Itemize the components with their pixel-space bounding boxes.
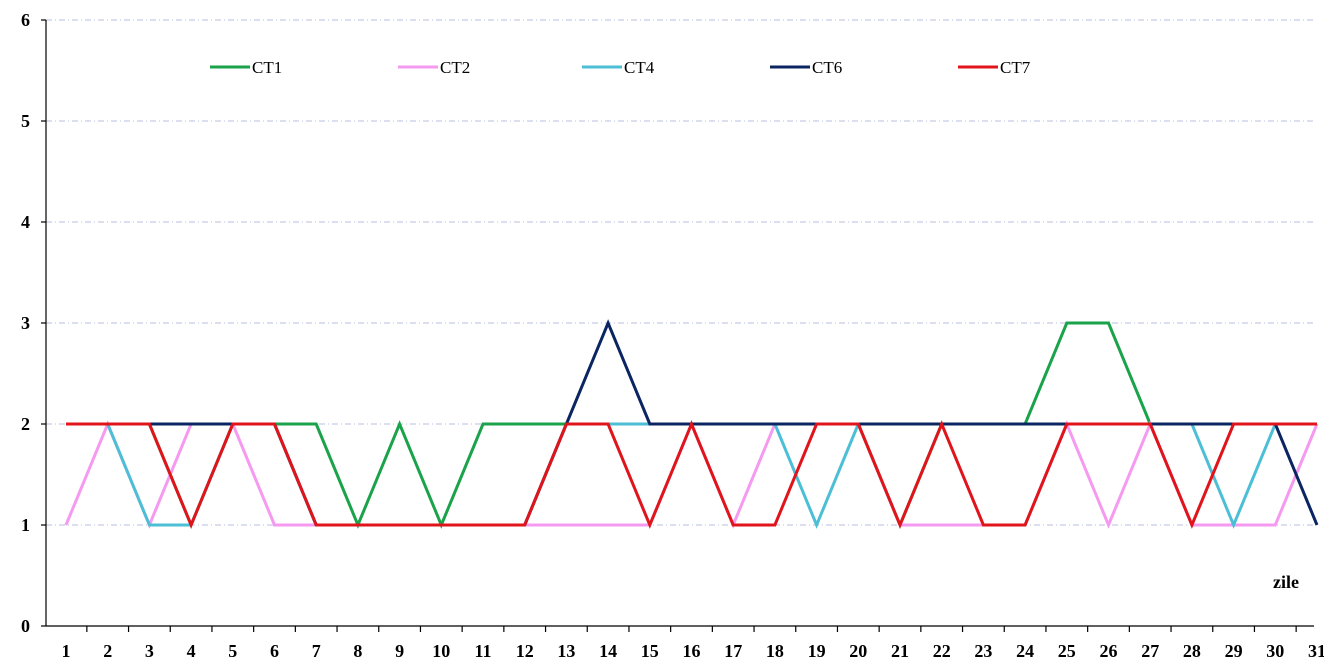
x-tick-label: 16 [683, 641, 701, 661]
x-tick-label: 20 [849, 641, 867, 661]
y-tick-label: 4 [21, 212, 30, 232]
y-ticks: 0 1 2 3 4 5 6 [21, 10, 46, 636]
x-tick-label: 26 [1100, 641, 1118, 661]
series-line-ct7 [66, 420, 1317, 529]
y-tick-label: 0 [21, 616, 30, 636]
x-tick-label: 19 [808, 641, 826, 661]
x-tick-label: 4 [187, 641, 196, 661]
x-tick-label: 2 [103, 641, 112, 661]
series-line-ct2 [64, 420, 1319, 529]
x-axis-label: zile [1273, 572, 1299, 592]
x-tick-label: 30 [1266, 641, 1284, 661]
x-tick-label: 18 [766, 641, 784, 661]
x-tick-label: 21 [891, 641, 909, 661]
legend-label-ct2: CT2 [440, 58, 470, 77]
y-tick-label: 3 [21, 313, 30, 333]
x-tick-label: 15 [641, 641, 659, 661]
series-lines [64, 319, 1319, 529]
y-tick-label: 5 [21, 111, 30, 131]
y-tick-label: 2 [21, 414, 30, 434]
x-tick-label: 29 [1225, 641, 1243, 661]
x-tick-label: 6 [270, 641, 279, 661]
x-tick-label: 13 [557, 641, 575, 661]
legend-label-ct7: CT7 [1000, 58, 1031, 77]
legend-label-ct6: CT6 [812, 58, 842, 77]
legend: CT1 CT2 CT4 CT6 CT7 [210, 58, 1031, 77]
x-tick-label: 31 [1308, 641, 1324, 661]
y-tick-label: 1 [21, 515, 30, 535]
x-tick-label: 3 [145, 641, 154, 661]
x-tick-label: 7 [312, 641, 321, 661]
legend-label-ct4: CT4 [624, 58, 655, 77]
x-tick-label: 10 [432, 641, 450, 661]
x-tick-label: 24 [1016, 641, 1034, 661]
x-tick-label: 22 [933, 641, 951, 661]
x-ticks: 1 2 3 4 5 6 7 8 9 10 11 12 13 14 15 16 17 18 19 20 21 22 23 24 2… [62, 626, 1324, 661]
x-tick-label: 1 [62, 641, 71, 661]
y-tick-label: 6 [21, 10, 30, 30]
x-tick-label: 27 [1141, 641, 1159, 661]
x-tick-label: 28 [1183, 641, 1201, 661]
x-tick-label: 14 [599, 641, 617, 661]
x-tick-label: 17 [724, 641, 742, 661]
x-tick-label: 25 [1058, 641, 1076, 661]
x-tick-label: 23 [974, 641, 992, 661]
x-tick-label: 9 [395, 641, 404, 661]
x-tick-label: 11 [474, 641, 491, 661]
x-tick-label: 8 [353, 641, 362, 661]
x-tick-label: 5 [228, 641, 237, 661]
x-tick-label: 12 [516, 641, 534, 661]
legend-label-ct1: CT1 [252, 58, 282, 77]
